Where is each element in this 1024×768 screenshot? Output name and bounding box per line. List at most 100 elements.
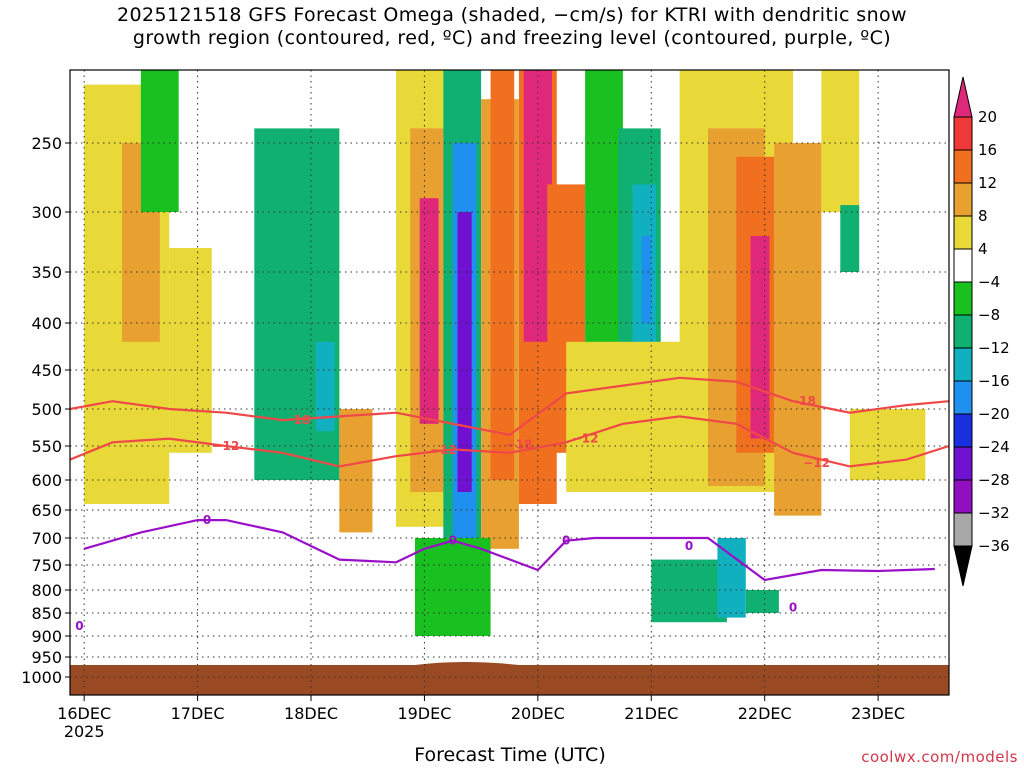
colorbar-over-arrow bbox=[953, 76, 973, 118]
contour-label: 0 bbox=[449, 534, 457, 548]
contour-label: 0 bbox=[685, 539, 693, 553]
x-tick-label: 22DEC bbox=[738, 704, 792, 723]
colorbar-label: −24 bbox=[978, 438, 1010, 456]
omega-cell bbox=[651, 559, 727, 623]
plot-frame bbox=[69, 69, 950, 696]
contour-label: −18 bbox=[283, 413, 310, 427]
colorbar-under-arrow bbox=[953, 545, 973, 587]
x-tick-label: 20DEC bbox=[511, 704, 565, 723]
terrain bbox=[70, 662, 949, 695]
x-tick-label: 23DEC bbox=[851, 704, 905, 723]
contours bbox=[70, 376, 949, 582]
y-tick-label: 750 bbox=[31, 556, 62, 575]
omega-cell bbox=[273, 184, 321, 386]
x-tick-label: 16DEC bbox=[57, 704, 111, 723]
contour-label: −12 bbox=[803, 456, 830, 470]
omega-cell bbox=[840, 205, 860, 272]
contour-label: 0 bbox=[203, 513, 211, 527]
x-tick-label: 21DEC bbox=[624, 704, 678, 723]
terrain-bump bbox=[414, 662, 519, 665]
colorbar-label: 16 bbox=[978, 141, 997, 159]
y-tick-label: 600 bbox=[31, 471, 62, 490]
y-axis: 250 300 350 400 450 500 550 600 650 700 750 800 850 9… bbox=[21, 134, 70, 687]
colorbar-band bbox=[953, 512, 973, 547]
colorbar-band bbox=[953, 413, 973, 448]
colorbar-band bbox=[953, 380, 973, 415]
x-tick-label: 19DEC bbox=[397, 704, 451, 723]
contour-label: −18 bbox=[789, 394, 816, 408]
colorbar-label: −8 bbox=[978, 306, 1000, 324]
x-year-label: 2025 bbox=[64, 722, 105, 741]
y-tick-label: 900 bbox=[31, 627, 62, 646]
colorbar-label: −32 bbox=[978, 504, 1010, 522]
colorbar-label: 12 bbox=[978, 174, 997, 192]
contour-label: 0 bbox=[75, 619, 83, 633]
colorbar-band bbox=[953, 149, 973, 184]
credit-text: coolwx.com/models bbox=[861, 748, 1018, 766]
colorbar-label: −4 bbox=[978, 273, 1000, 291]
contour-label: −18 bbox=[506, 438, 533, 452]
y-tick-label: 1000 bbox=[21, 668, 62, 687]
colorbar-band bbox=[953, 347, 973, 382]
chart-title-line-2: growth region (contoured, red, ºC) and f… bbox=[132, 27, 892, 49]
x-tick-label: 18DEC bbox=[284, 704, 338, 723]
omega-cell bbox=[849, 409, 926, 480]
colorbar-label: 20 bbox=[978, 108, 997, 126]
omega-cell bbox=[641, 236, 652, 323]
colorbar-band bbox=[953, 215, 973, 250]
omega-cell bbox=[490, 70, 515, 480]
x-axis-label: Forecast Time (UTC) bbox=[414, 744, 606, 766]
y-tick-label: 650 bbox=[31, 501, 62, 520]
omega-cell bbox=[339, 409, 373, 533]
y-tick-label: 850 bbox=[31, 604, 62, 623]
contour-label: −12 bbox=[430, 443, 457, 457]
dgz-minus18-contour bbox=[70, 376, 949, 437]
colorbar-label: −16 bbox=[978, 372, 1010, 390]
colorbar-band bbox=[953, 281, 973, 316]
omega-cell bbox=[414, 538, 491, 636]
colorbar-band bbox=[953, 479, 973, 514]
y-tick-label: 800 bbox=[31, 581, 62, 600]
omega-cell bbox=[457, 212, 472, 492]
grid bbox=[70, 70, 949, 695]
colorbar: 20 16 12 8 4 −4 −8 −12 −16 −20 −24 −28 −32 −36 bbox=[953, 76, 1010, 587]
colorbar-label: −28 bbox=[978, 471, 1010, 489]
colorbar-band bbox=[953, 314, 973, 349]
omega-cell bbox=[750, 236, 770, 439]
y-tick-label: 700 bbox=[31, 529, 62, 548]
omega-shading bbox=[84, 70, 926, 636]
colorbar-label: −12 bbox=[978, 339, 1010, 357]
omega-cell bbox=[717, 538, 746, 618]
omega-cell bbox=[821, 70, 860, 212]
colorbar-label: −36 bbox=[978, 537, 1010, 555]
x-axis: 16DEC 17DEC 18DEC 19DEC 20DEC 21DEC 22DEC 23DEC… bbox=[57, 695, 905, 741]
contour-labels: 0 0 0 0 0 0 −12 −18 −12 −18 −12 −18 −12 bbox=[75, 394, 830, 633]
colorbar-label: −20 bbox=[978, 405, 1010, 423]
omega-cell bbox=[419, 198, 439, 424]
omega-cell bbox=[140, 70, 179, 212]
colorbar-band bbox=[953, 248, 973, 283]
contour-label: 0 bbox=[562, 534, 570, 548]
y-tick-label: 450 bbox=[31, 361, 62, 380]
y-tick-label: 350 bbox=[31, 263, 62, 282]
contour-label: −12 bbox=[572, 432, 599, 446]
colorbar-label: 4 bbox=[978, 240, 988, 258]
y-tick-label: 500 bbox=[31, 400, 62, 419]
y-tick-label: 250 bbox=[31, 134, 62, 153]
terrain-fill bbox=[70, 665, 949, 695]
omega-cell bbox=[745, 590, 779, 613]
contour-label: −12 bbox=[213, 439, 240, 453]
colorbar-label: 8 bbox=[978, 207, 988, 225]
colorbar-band bbox=[953, 116, 973, 151]
y-tick-label: 950 bbox=[31, 648, 62, 667]
colorbar-band bbox=[953, 182, 973, 217]
omega-cell bbox=[169, 248, 212, 453]
y-tick-label: 550 bbox=[31, 437, 62, 456]
y-tick-label: 300 bbox=[31, 203, 62, 222]
x-tick-label: 17DEC bbox=[171, 704, 225, 723]
dgz-minus12-contour bbox=[70, 415, 949, 468]
freezing-level-contour bbox=[83, 519, 935, 582]
chart-title-line-1: 2025121518 GFS Forecast Omega (shaded, −… bbox=[117, 4, 907, 26]
y-tick-label: 400 bbox=[31, 314, 62, 333]
